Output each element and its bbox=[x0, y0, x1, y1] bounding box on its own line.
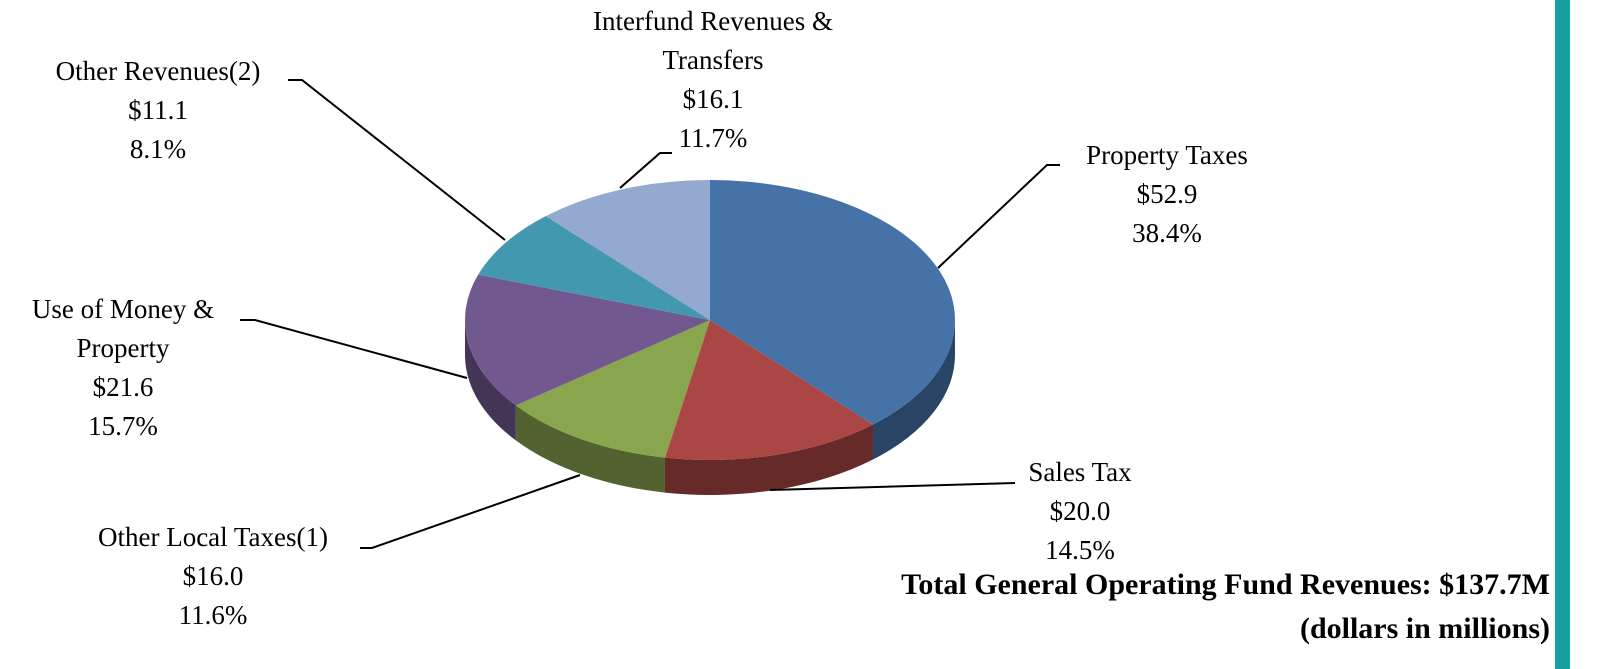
value-label: $16.0 bbox=[182, 561, 244, 591]
value-label: $20.0 bbox=[1049, 496, 1111, 526]
percent-label: 14.5% bbox=[1045, 535, 1115, 565]
percent-label: 8.1% bbox=[129, 134, 187, 164]
slice-label: Other Revenues(2) $11.1 8.1% bbox=[18, 52, 298, 169]
slice bbox=[515, 320, 710, 458]
slice-side bbox=[872, 320, 955, 460]
percent-label: 38.4% bbox=[1132, 218, 1202, 248]
slice bbox=[710, 180, 955, 425]
category-label: Use of Money & Property bbox=[31, 294, 215, 363]
leader-line bbox=[360, 474, 581, 549]
category-label: Interfund Revenues & Transfers bbox=[593, 6, 833, 75]
leader-line bbox=[288, 79, 506, 241]
category-label: Sales Tax bbox=[1028, 457, 1132, 487]
percent-label: 11.7% bbox=[678, 123, 748, 153]
value-label: $16.1 bbox=[682, 84, 744, 114]
slice bbox=[478, 216, 710, 320]
edge-bar bbox=[1555, 0, 1570, 669]
chart-title: Total General Operating Fund Revenues: $… bbox=[901, 568, 1550, 601]
slice bbox=[545, 180, 710, 320]
percent-label: 11.6% bbox=[178, 600, 248, 630]
slice bbox=[465, 274, 710, 406]
slice-label: Interfund Revenues & Transfers $16.1 11.7% bbox=[548, 2, 878, 158]
slice-label: Property Taxes $52.9 38.4% bbox=[1032, 136, 1302, 253]
leader-line bbox=[937, 164, 1060, 269]
category-label: Property Taxes bbox=[1086, 140, 1248, 170]
slice-label: Sales Tax $20.0 14.5% bbox=[980, 453, 1180, 570]
value-label: $21.6 bbox=[92, 372, 154, 402]
chart-subtitle: (dollars in millions) bbox=[1299, 612, 1550, 645]
category-label: Other Local Taxes(1) bbox=[97, 522, 328, 552]
percent-label: 15.7% bbox=[88, 411, 158, 441]
slice-side bbox=[664, 424, 873, 495]
category-label: Other Revenues(2) bbox=[55, 56, 261, 86]
leader-line bbox=[769, 482, 1016, 491]
slice-label: Other Local Taxes(1) $16.0 11.6% bbox=[63, 518, 363, 635]
value-label: $52.9 bbox=[1136, 179, 1198, 209]
leader-line bbox=[240, 319, 468, 379]
slice-side bbox=[465, 320, 516, 441]
leader-line bbox=[619, 152, 672, 189]
value-label: $11.1 bbox=[128, 95, 188, 125]
slice-side bbox=[515, 405, 665, 493]
slice-label: Use of Money & Property $21.6 15.7% bbox=[3, 290, 243, 446]
slice bbox=[664, 320, 873, 460]
